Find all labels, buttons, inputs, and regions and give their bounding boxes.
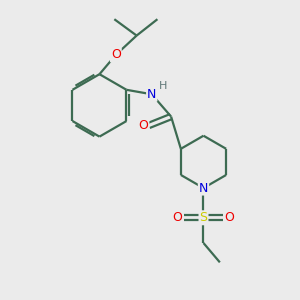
Text: O: O bbox=[224, 211, 234, 224]
Text: N: N bbox=[199, 182, 208, 194]
Text: O: O bbox=[173, 211, 183, 224]
Text: N: N bbox=[147, 88, 157, 101]
Text: H: H bbox=[159, 81, 167, 91]
Text: S: S bbox=[200, 211, 208, 224]
Text: O: O bbox=[111, 48, 121, 62]
Text: O: O bbox=[139, 119, 148, 132]
